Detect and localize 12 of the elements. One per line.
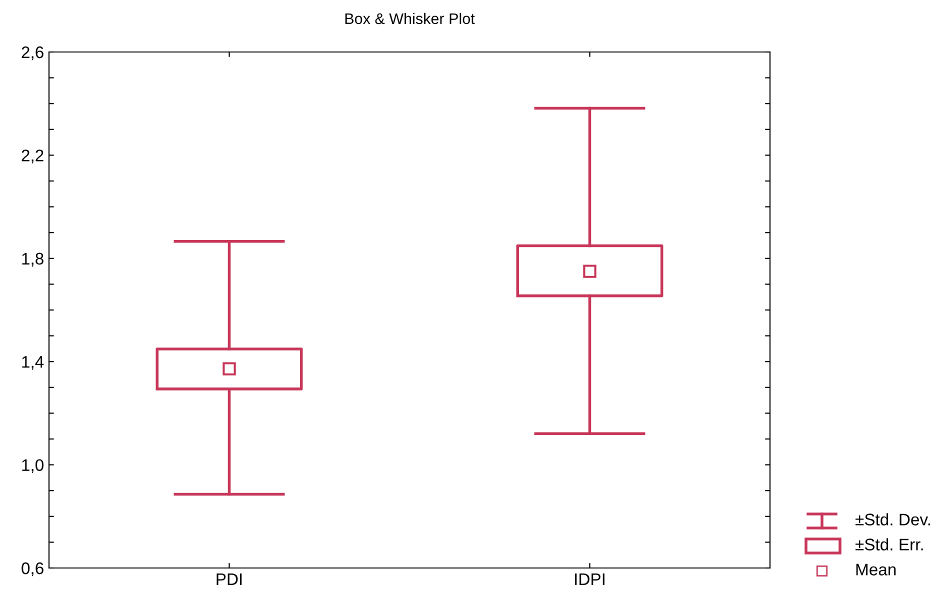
y-tick-label: 2,6	[22, 46, 44, 60]
x-tick-label: IDPI	[575, 573, 604, 585]
text: ±Std. Err.	[856, 538, 923, 550]
chart-title: Box & Whisker Plot	[345, 12, 475, 24]
y-tick-label: 2,2	[22, 150, 44, 164]
text: Mean	[856, 564, 896, 576]
y-tick-label: 1,8	[22, 252, 44, 267]
x-tick-label: PDI	[216, 573, 242, 585]
y-tick-label: 1,0	[22, 459, 44, 473]
y-tick-label: 1,4	[22, 356, 44, 370]
y-tick-label: 0,6	[22, 562, 44, 576]
text: ±Std. Dev.	[856, 513, 930, 526]
